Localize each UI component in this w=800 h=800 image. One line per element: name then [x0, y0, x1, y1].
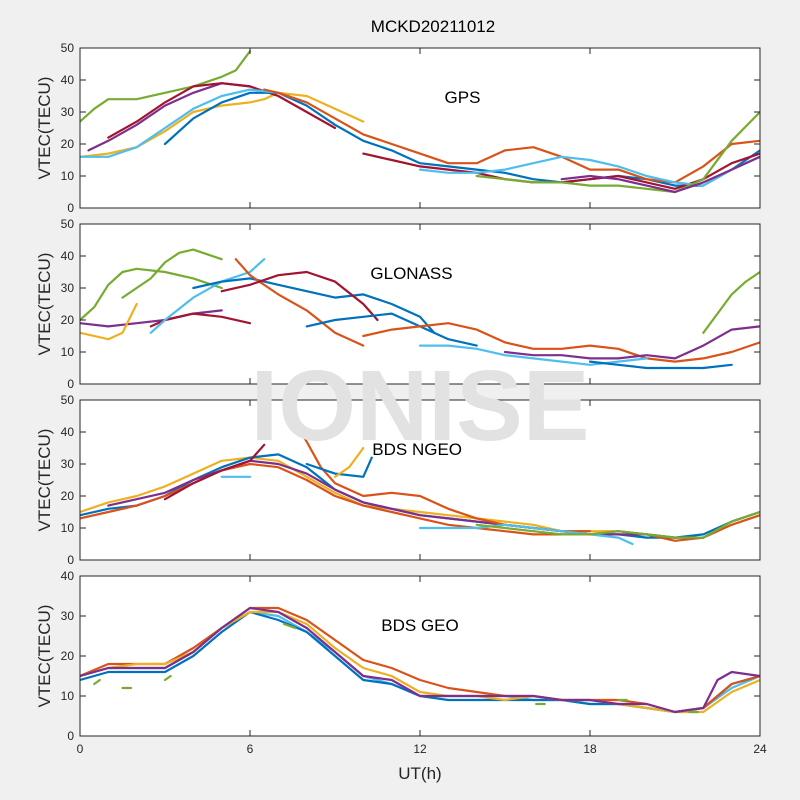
- y-axis-label: VTEC(TECU): [35, 605, 54, 708]
- series-line-6: [149, 258, 266, 334]
- y-tick-label: 50: [61, 217, 75, 231]
- series-line-10: [475, 110, 760, 194]
- series-line-4: [149, 312, 252, 328]
- series-line-9: [220, 270, 379, 322]
- series-line-1: [80, 267, 223, 322]
- y-tick-label: 40: [61, 249, 75, 263]
- y-tick-label: 50: [61, 393, 75, 407]
- y-axis-label: VTEC(TECU): [35, 77, 54, 180]
- series-line-8: [163, 674, 172, 682]
- series-line-8: [234, 258, 365, 347]
- y-tick-label: 30: [61, 457, 75, 471]
- x-tick-label: 0: [77, 742, 84, 756]
- y-tick-label: 40: [61, 569, 75, 583]
- series-line-11: [560, 155, 760, 194]
- y-tick-label: 10: [61, 169, 75, 183]
- series-line-13: [503, 325, 760, 360]
- series-line-6: [93, 678, 101, 686]
- series-line-7: [305, 456, 373, 478]
- series-line-5: [80, 302, 138, 341]
- series-line-14: [588, 360, 733, 370]
- y-tick-label: 0: [67, 377, 74, 391]
- series-line-2: [121, 248, 223, 299]
- axes-group: 0 10 20 30 40 50 VTEC(TECU) GPS 0 10 20 30 40 50 VTEC(…: [35, 41, 767, 756]
- x-tick-label: 24: [753, 742, 767, 756]
- panel-label: BDS NGEO: [372, 440, 462, 459]
- y-tick-label: 0: [67, 729, 74, 743]
- panel-1: 0 10 20 30 40 50 VTEC(TECU) GPS: [35, 41, 761, 215]
- series-group: [80, 50, 760, 194]
- y-tick-label: 10: [61, 521, 75, 535]
- y-tick-label: 40: [61, 425, 75, 439]
- y-tick-label: 10: [61, 689, 75, 703]
- y-tick-label: 30: [61, 105, 75, 119]
- x-axis-label: UT(h): [398, 764, 441, 783]
- y-tick-label: 40: [61, 73, 75, 87]
- series-line-5: [80, 606, 760, 714]
- y-axis-label: VTEC(TECU): [35, 429, 54, 532]
- series-line-10: [305, 312, 478, 347]
- figure-title: MCKD20211012: [371, 17, 495, 36]
- panel-label: BDS GEO: [381, 616, 458, 635]
- series-line-9: [282, 622, 297, 630]
- series-line-8: [333, 446, 365, 478]
- series-line-5: [163, 91, 760, 187]
- series-line-11: [475, 510, 760, 539]
- x-tick-label: 6: [247, 742, 254, 756]
- y-tick-label: 30: [61, 609, 75, 623]
- y-tick-label: 30: [61, 281, 75, 295]
- series-line-7: [192, 277, 436, 334]
- y-tick-label: 50: [61, 41, 75, 55]
- x-tick-label: 18: [583, 742, 597, 756]
- y-tick-label: 20: [61, 489, 75, 503]
- y-tick-label: 0: [67, 201, 74, 215]
- series-line-11: [362, 322, 760, 363]
- panel-4: 0 10 20 30 40 0 6 12 18 24 VTEC(TECU) BDS GEO: [35, 569, 767, 756]
- panel-label: GPS: [445, 88, 481, 107]
- y-tick-label: 10: [61, 345, 75, 359]
- series-line-5: [163, 443, 266, 501]
- y-axis-label: VTEC(TECU): [35, 253, 54, 356]
- y-tick-label: 20: [61, 649, 75, 663]
- series-line-9: [418, 523, 634, 546]
- y-tick-label: 20: [61, 137, 75, 151]
- series-line-4: [107, 82, 337, 139]
- panel-2: 0 10 20 30 40 50 VTEC(TECU) GLONASS: [35, 217, 761, 391]
- panel-3: 0 10 20 30 40 50 VTEC(TECU) BDS NGEO: [35, 393, 761, 567]
- series-group: [80, 248, 760, 370]
- y-tick-label: 20: [61, 313, 75, 327]
- y-tick-label: 0: [67, 553, 74, 567]
- series-line-9: [418, 155, 760, 187]
- series-line-1: [80, 50, 252, 123]
- series-group: [80, 418, 760, 546]
- series-group: [80, 606, 760, 714]
- panel-label: GLONASS: [370, 264, 452, 283]
- series-line-4: [107, 459, 705, 539]
- x-tick-label: 12: [413, 742, 427, 756]
- series-line-15: [702, 270, 760, 334]
- watermark-text: IONISE: [251, 350, 590, 462]
